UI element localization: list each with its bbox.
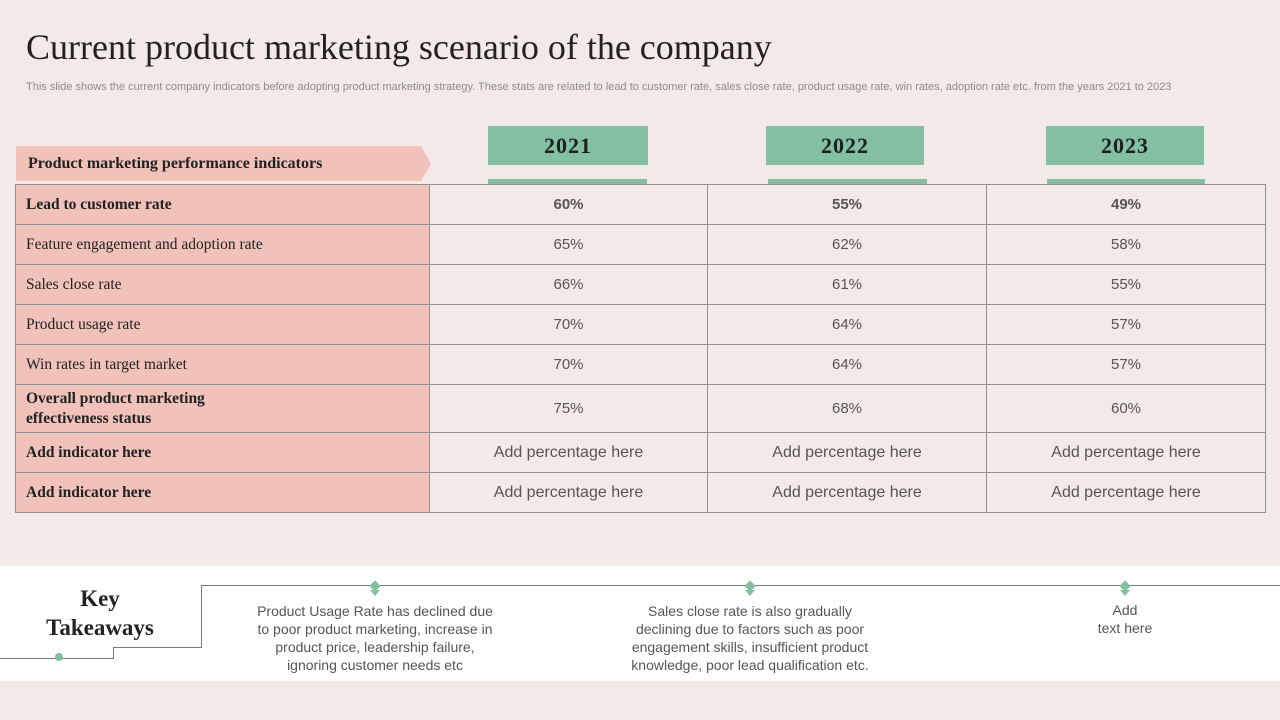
takeaway-line: knowledge, poor lead qualification etc.: [631, 657, 869, 673]
cell-value: 58%: [986, 224, 1266, 265]
year-header-2023: 2023: [1046, 126, 1204, 165]
row-label: Add indicator here: [15, 432, 430, 473]
key-takeaways-section: Key Takeaways Product Usage Rate has dec…: [0, 566, 1280, 681]
cell-value: 55%: [986, 264, 1266, 305]
cell-placeholder: Add percentage here: [707, 472, 987, 513]
key-takeaways-title: Key Takeaways: [0, 584, 200, 642]
row-label: Lead to customer rate: [15, 184, 430, 225]
takeaway-line: ignoring customer needs etc: [287, 657, 463, 673]
cell-value: 57%: [986, 344, 1266, 385]
cell-placeholder: Add percentage here: [429, 472, 708, 513]
cell-value: 57%: [986, 304, 1266, 345]
cell-value: 55%: [707, 184, 987, 225]
takeaway-line: Add: [1112, 602, 1138, 618]
takeaway-line: to poor product marketing, increase in: [257, 621, 493, 637]
year-strip-2023: [1047, 179, 1205, 185]
pin-marker-icon: [370, 582, 380, 598]
cell-placeholder: Add percentage here: [707, 432, 987, 473]
page-subtitle: This slide shows the current company ind…: [26, 81, 1172, 93]
cell-value: 68%: [707, 384, 987, 433]
year-header-2022: 2022: [766, 126, 924, 165]
connector-line: [113, 647, 114, 659]
cell-value: 61%: [707, 264, 987, 305]
row-label: Feature engagement and adoption rate: [15, 224, 430, 265]
cell-value: 64%: [707, 344, 987, 385]
key-takeaways-title-line: Takeaways: [46, 615, 154, 640]
table-row: Win rates in target market 70% 64% 57%: [15, 344, 1266, 385]
table-row: Sales close rate 66% 61% 55%: [15, 264, 1266, 305]
row-label: Win rates in target market: [15, 344, 430, 385]
takeaway-line: product price, leadership failure,: [275, 639, 475, 655]
row-label-line: effectiveness status: [26, 409, 152, 427]
cell-placeholder: Add percentage here: [986, 472, 1266, 513]
cell-value: 60%: [986, 384, 1266, 433]
takeaway-line: Product Usage Rate has declined due: [257, 603, 493, 619]
cell-value: 65%: [429, 224, 708, 265]
pin-marker-icon: [745, 582, 755, 598]
page-title: Current product marketing scenario of th…: [26, 27, 772, 67]
year-strip-2022: [768, 179, 927, 185]
takeaway-text: Add text here: [990, 601, 1260, 637]
takeaway-line: engagement skills, insufficient product: [631, 639, 869, 655]
cell-placeholder: Add percentage here: [986, 432, 1266, 473]
indicators-table: Lead to customer rate 60% 55% 49% Featur…: [15, 184, 1266, 513]
table-row: Add indicator here Add percentage here A…: [15, 472, 1266, 513]
takeaway-line: Sales close rate is also gradually: [648, 603, 852, 619]
cell-placeholder: Add percentage here: [429, 432, 708, 473]
connector-line: [201, 585, 202, 648]
table-row: Lead to customer rate 60% 55% 49%: [15, 184, 1266, 225]
cell-value: 75%: [429, 384, 708, 433]
takeaway-text: Product Usage Rate has declined due to p…: [240, 602, 510, 674]
table-row: Product usage rate 70% 64% 57%: [15, 304, 1266, 345]
key-takeaways-title-line: Key: [80, 586, 120, 611]
cell-value: 70%: [429, 344, 708, 385]
indicators-header-banner: Product marketing performance indicators: [16, 146, 431, 181]
year-header-2021: 2021: [488, 126, 648, 165]
row-label: Sales close rate: [15, 264, 430, 305]
cell-value: 66%: [429, 264, 708, 305]
timeline-line: [201, 585, 1280, 586]
connector-line: [113, 647, 202, 648]
row-label: Overall product marketing effectiveness …: [15, 384, 430, 433]
cell-value: 62%: [707, 224, 987, 265]
row-label: Product usage rate: [15, 304, 430, 345]
takeaway-line: text here: [1097, 620, 1153, 636]
year-strip-2021: [488, 179, 647, 185]
pin-marker-icon: [1120, 582, 1130, 598]
cell-value: 49%: [986, 184, 1266, 225]
takeaway-line: declining due to factors such as poor: [635, 621, 865, 637]
table-row: Add indicator here Add percentage here A…: [15, 432, 1266, 473]
connector-dot: [55, 653, 63, 661]
cell-value: 64%: [707, 304, 987, 345]
table-row: Feature engagement and adoption rate 65%…: [15, 224, 1266, 265]
cell-value: 60%: [429, 184, 708, 225]
takeaway-text: Sales close rate is also gradually decli…: [615, 602, 885, 674]
table-row: Overall product marketing effectiveness …: [15, 384, 1266, 433]
cell-value: 70%: [429, 304, 708, 345]
row-label-line: Overall product marketing: [26, 389, 205, 407]
row-label: Add indicator here: [15, 472, 430, 513]
